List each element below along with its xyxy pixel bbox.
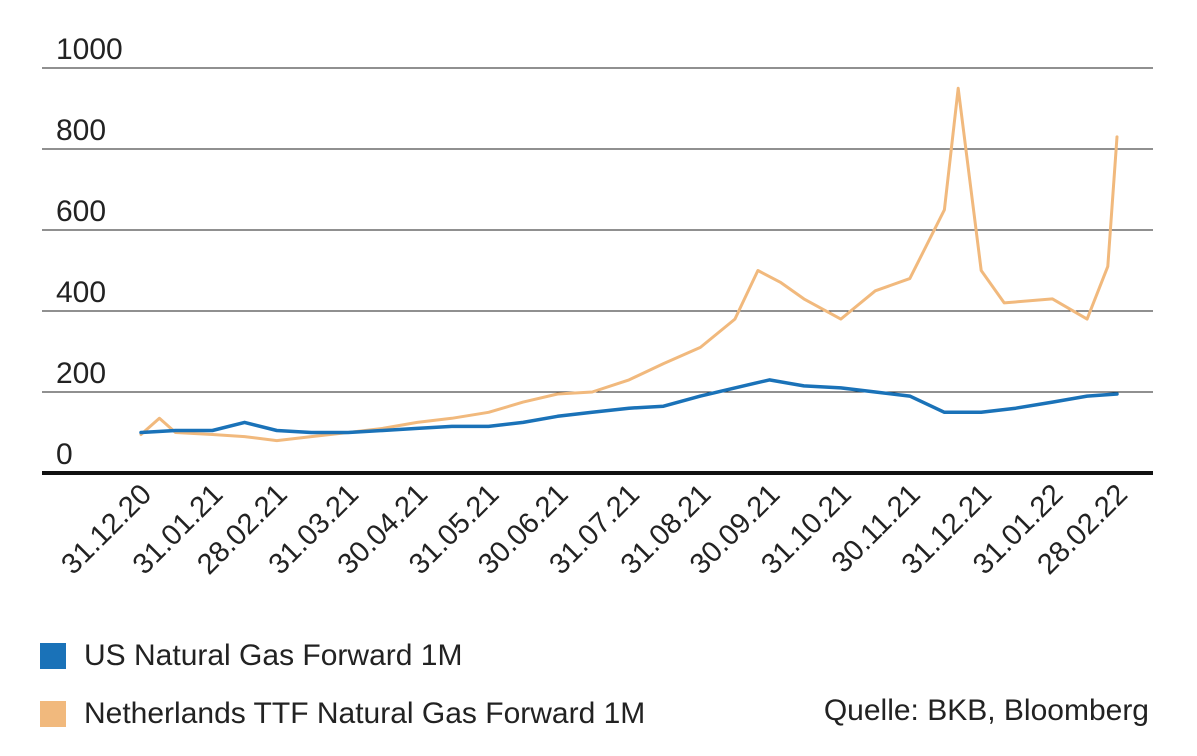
series-line-ttf: [139, 86, 1119, 443]
y-tick-label-1000: 1000: [56, 33, 123, 66]
y-tick-label-400: 400: [56, 276, 106, 309]
legend-item-us: US Natural Gas Forward 1M: [40, 636, 462, 676]
y-tick-label-0: 0: [56, 438, 73, 471]
legend-swatch-ttf: [40, 701, 66, 727]
y-tick-label-600: 600: [56, 195, 106, 228]
legend-item-ttf: Netherlands TTF Natural Gas Forward 1M: [40, 694, 645, 734]
y-tick-label-800: 800: [56, 114, 106, 147]
series-line-us: [139, 378, 1119, 435]
legend-label-ttf: Netherlands TTF Natural Gas Forward 1M: [84, 697, 646, 730]
legend-swatch-us: [40, 643, 66, 669]
y-tick-label-200: 200: [56, 357, 106, 390]
line-chart: 0200400600800100031.12.2031.01.2128.02.2…: [42, 33, 1153, 581]
legend-label-us: US Natural Gas Forward 1M: [84, 639, 463, 672]
source-note: Quelle: BKB, Bloomberg: [823, 694, 1149, 727]
